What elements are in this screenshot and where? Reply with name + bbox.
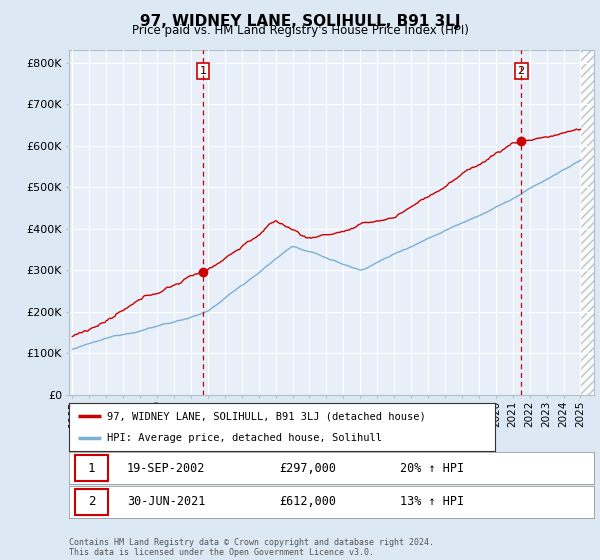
Text: 1: 1 (200, 66, 206, 76)
Text: HPI: Average price, detached house, Solihull: HPI: Average price, detached house, Soli… (107, 433, 382, 443)
Text: Contains HM Land Registry data © Crown copyright and database right 2024.
This d: Contains HM Land Registry data © Crown c… (69, 538, 434, 557)
Bar (76, 455, 108, 481)
Text: 2: 2 (88, 495, 95, 508)
Text: £612,000: £612,000 (279, 495, 336, 508)
Text: 2: 2 (518, 66, 525, 76)
Text: Price paid vs. HM Land Registry's House Price Index (HPI): Price paid vs. HM Land Registry's House … (131, 24, 469, 37)
Text: 30-JUN-2021: 30-JUN-2021 (127, 495, 205, 508)
Text: £297,000: £297,000 (279, 461, 336, 475)
Text: 97, WIDNEY LANE, SOLIHULL, B91 3LJ: 97, WIDNEY LANE, SOLIHULL, B91 3LJ (140, 14, 460, 29)
Text: 97, WIDNEY LANE, SOLIHULL, B91 3LJ (detached house): 97, WIDNEY LANE, SOLIHULL, B91 3LJ (deta… (107, 411, 426, 421)
Bar (76, 489, 108, 515)
Text: 1: 1 (88, 461, 95, 475)
Polygon shape (580, 50, 594, 395)
Text: 20% ↑ HPI: 20% ↑ HPI (400, 461, 464, 475)
Text: 19-SEP-2002: 19-SEP-2002 (127, 461, 205, 475)
Text: 13% ↑ HPI: 13% ↑ HPI (400, 495, 464, 508)
